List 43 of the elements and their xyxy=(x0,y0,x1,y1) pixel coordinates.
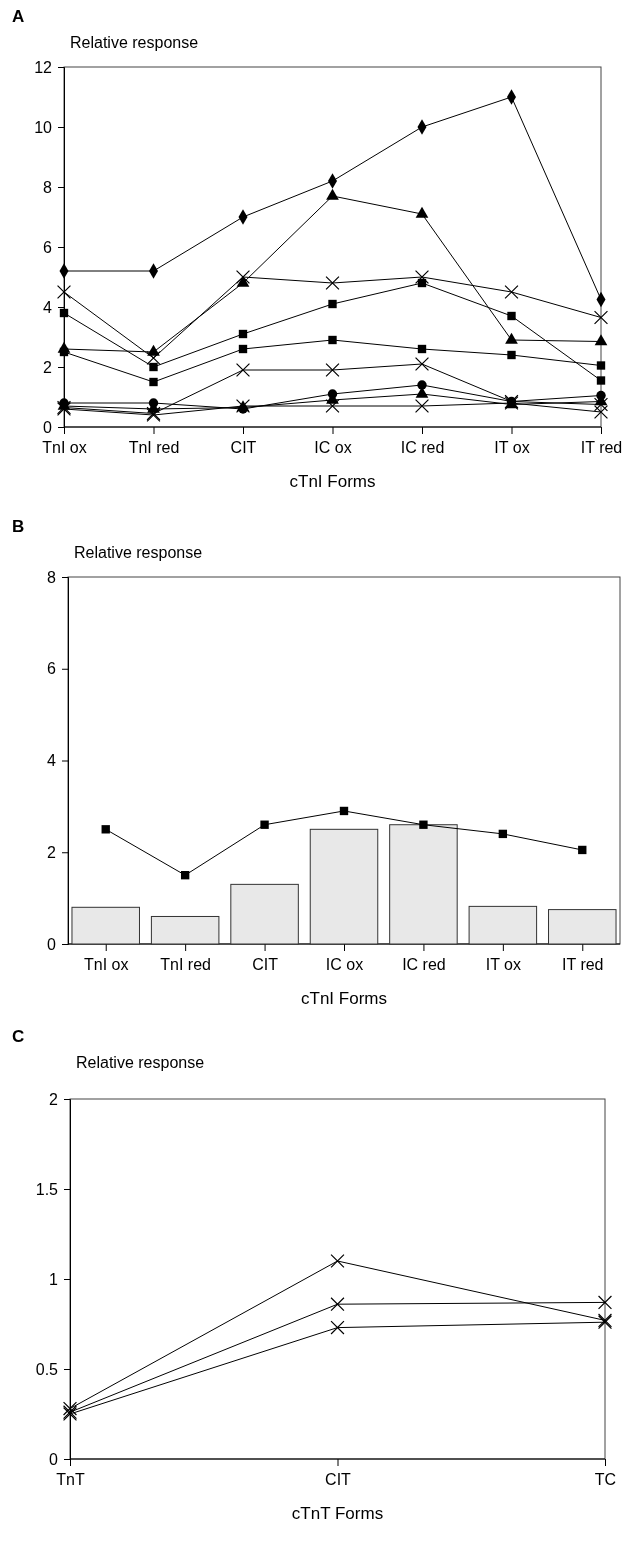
y-tick-label: 0 xyxy=(47,935,57,953)
y-tick-label: 1 xyxy=(49,1270,59,1288)
x-tick-label: TC xyxy=(594,1471,617,1489)
x-tick-label: IC ox xyxy=(314,439,352,457)
x-tick-label: IT ox xyxy=(494,439,530,457)
y-axis-title: Relative response xyxy=(76,1054,205,1071)
y-tick-label: 6 xyxy=(43,238,53,256)
x-tick-label: IC ox xyxy=(325,956,364,974)
y-tick-label: 2 xyxy=(49,1090,59,1108)
x-tick-label: CIT xyxy=(252,956,279,974)
x-axis-title: cTnI Forms xyxy=(301,989,387,1008)
y-tick-label: 8 xyxy=(43,178,53,196)
y-tick-label: 6 xyxy=(47,660,57,678)
y-tick-label: 4 xyxy=(43,298,53,316)
y-tick-label: 0.5 xyxy=(35,1360,59,1378)
x-tick-label: TnT xyxy=(56,1471,85,1489)
y-tick-label: 8 xyxy=(47,568,57,586)
chart-title: B xyxy=(12,517,25,536)
x-tick-label: TnI red xyxy=(128,439,180,457)
x-tick-label: TnI ox xyxy=(83,956,129,974)
y-tick-label: 0 xyxy=(43,418,53,436)
x-tick-label: TnI red xyxy=(160,956,211,974)
x-axis-title: cTnI Forms xyxy=(289,472,376,491)
y-tick-label: 4 xyxy=(47,752,57,770)
y-tick-label: 1.5 xyxy=(35,1180,59,1198)
x-tick-label: IT red xyxy=(580,439,623,457)
x-axis-title: cTnT Forms xyxy=(291,1504,384,1523)
y-tick-label: 10 xyxy=(34,118,53,136)
y-axis-title: Relative response xyxy=(74,544,203,561)
y-tick-label: 0 xyxy=(49,1450,59,1468)
y-tick-label: 2 xyxy=(47,843,57,861)
x-tick-label: IC red xyxy=(400,439,445,457)
x-tick-label: IT ox xyxy=(485,956,521,974)
chart-title: C xyxy=(12,1027,25,1046)
x-tick-label: CIT xyxy=(325,1471,352,1489)
x-tick-label: TnI ox xyxy=(42,439,87,457)
x-tick-label: CIT xyxy=(230,439,257,457)
y-tick-label: 12 xyxy=(34,58,53,76)
x-tick-label: IC red xyxy=(402,956,446,974)
chart-title: A xyxy=(12,7,25,26)
y-tick-label: 2 xyxy=(43,358,53,376)
y-axis-title: Relative response xyxy=(70,34,199,51)
x-tick-label: IT red xyxy=(562,956,604,974)
